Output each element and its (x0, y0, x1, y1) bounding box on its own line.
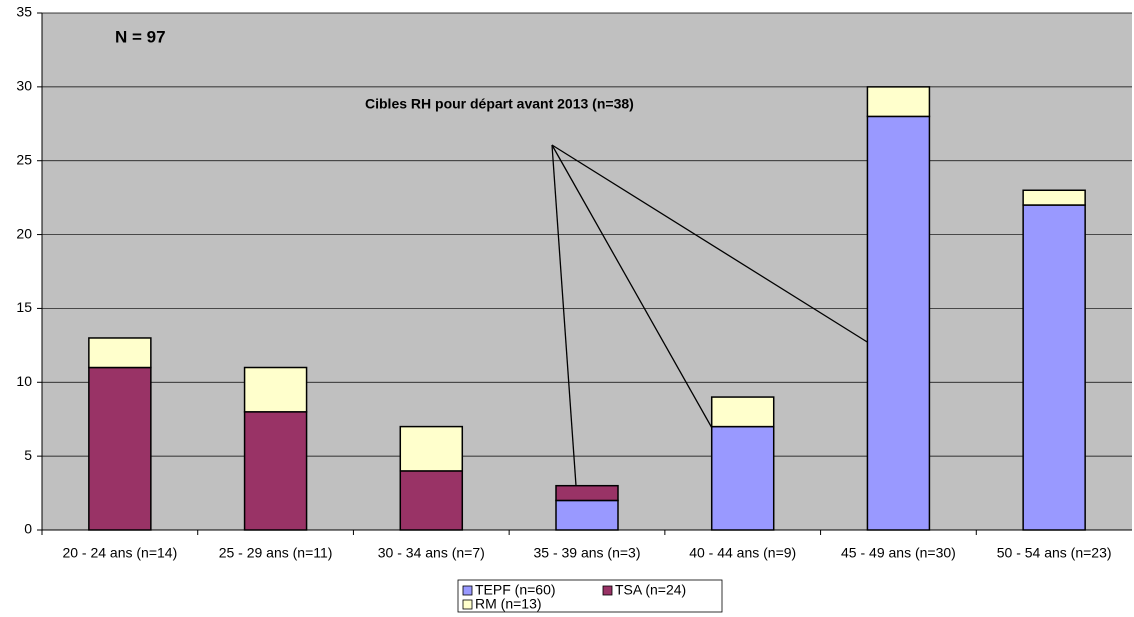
bar-segment (399, 425, 464, 472)
x-tick-label: 45 - 49 ans (n=30) (841, 545, 956, 561)
bar-segment (1022, 204, 1086, 531)
x-tick-label: 40 - 44 ans (n=9) (689, 545, 796, 561)
legend-swatch (462, 599, 473, 610)
legend (457, 579, 723, 613)
x-tick-label: 25 - 29 ans (n=11) (219, 545, 333, 561)
x-tick-label: 35 - 39 ans (n=3) (533, 545, 640, 561)
bar-segment (243, 366, 308, 413)
bar-segment (88, 366, 152, 531)
bar-segment (866, 115, 931, 531)
y-tick-label: 35 (16, 4, 32, 20)
y-tick-label: 5 (24, 447, 32, 463)
legend-swatch (602, 585, 613, 596)
bar-segment (88, 337, 152, 369)
x-tick-label: 30 - 34 ans (n=7) (378, 545, 485, 561)
y-tick-label: 0 (24, 521, 32, 537)
bar-segment (243, 411, 308, 531)
legend-swatch (462, 585, 473, 596)
y-tick-label: 15 (16, 299, 32, 315)
bar-segment (399, 470, 464, 531)
plot-area (42, 13, 1132, 530)
legend-label: RM (n=13) (475, 596, 542, 612)
x-tick-label: 50 - 54 ans (n=23) (997, 545, 1112, 561)
annotation: Cibles RH pour départ avant 2013 (n=38) (365, 96, 634, 112)
annotation: N = 97 (115, 27, 166, 46)
x-tick-label: 20 - 24 ans (n=14) (62, 545, 177, 561)
bar-segment (1022, 189, 1086, 206)
y-tick-label: 25 (16, 151, 32, 167)
legend-label: TSA (n=24) (615, 582, 686, 598)
bar-segment (710, 396, 775, 428)
bar-segment (555, 484, 619, 502)
bar-segment (866, 86, 931, 118)
y-tick-label: 10 (16, 373, 32, 389)
y-tick-label: 30 (16, 78, 32, 94)
bar-segment (555, 499, 619, 531)
y-tick-label: 20 (16, 225, 32, 241)
arrows (551, 144, 881, 516)
bar-segment (710, 425, 775, 531)
legend-label: TEPF (n=60) (475, 582, 556, 598)
